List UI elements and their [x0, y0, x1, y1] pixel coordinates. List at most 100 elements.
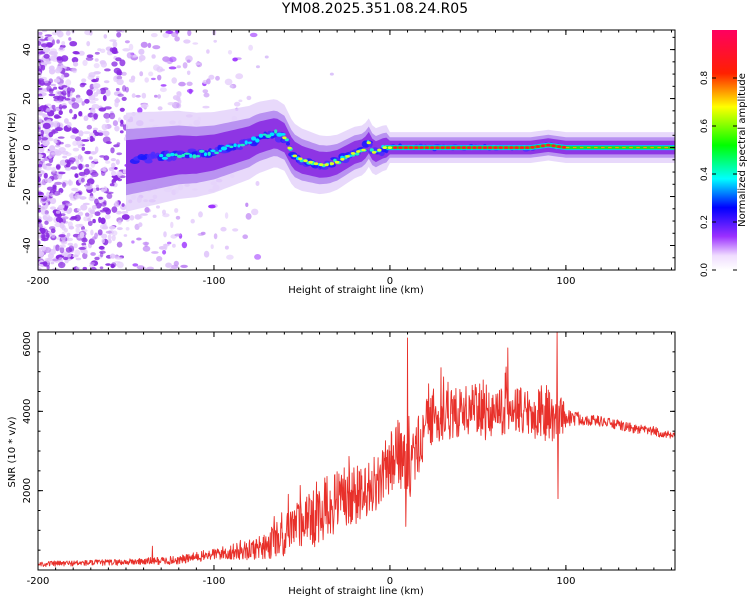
spectrogram-dot [53, 86, 58, 90]
spectrogram-dot [116, 241, 123, 248]
spectrogram-dot [116, 210, 122, 215]
spectrogram-dot [51, 104, 56, 110]
spectrogram-dot [105, 89, 111, 97]
spectrogram-dot [50, 83, 57, 87]
x-tick-label: 0 [387, 576, 393, 587]
spectrogram-dot [117, 220, 122, 225]
spectrogram-dot [66, 237, 73, 242]
spectrogram-dot [80, 204, 88, 211]
ridge-core [176, 154, 183, 158]
spectrogram-dot [74, 249, 81, 257]
spectrogram-dot [89, 262, 96, 265]
spectrogram-dot [121, 96, 127, 101]
spectrogram-dot [90, 151, 97, 155]
spectrogram-dot [73, 61, 79, 67]
spectrogram-dot [65, 79, 72, 86]
spectrogram-dot [122, 85, 127, 92]
spectrogram-dot [67, 91, 71, 98]
ridge-core [181, 153, 186, 158]
spectrogram-dot [46, 191, 50, 198]
spectrogram-dot [81, 139, 90, 142]
spectrogram-dot [157, 74, 162, 81]
ridge-peak [535, 145, 540, 149]
spectrogram-dot [45, 61, 52, 65]
ridge-peak [445, 146, 451, 150]
spectrogram-dot [111, 162, 116, 169]
spectrogram-dot [123, 234, 128, 237]
spectrogram-dot [89, 135, 94, 142]
spectrogram-dot [92, 129, 98, 134]
y-tick-label: -20 [22, 188, 33, 204]
spectrogram-dot [215, 75, 220, 81]
spectrogram-dot [126, 52, 134, 59]
spectrogram-dot [172, 243, 176, 248]
spectrogram-dot [55, 210, 61, 214]
spectrogram-dot [76, 140, 83, 147]
spectrogram-dot [182, 62, 188, 69]
spectrogram-dot [53, 190, 61, 196]
spectrogram-dot [103, 34, 108, 39]
ridge-core [218, 149, 222, 152]
spectrogram-dot [178, 99, 182, 104]
spectrogram-dot [38, 31, 43, 36]
spectrogram-dot [71, 57, 79, 63]
spectrogram-dot [151, 251, 159, 254]
ridge-core [265, 134, 272, 138]
spectrogram-dot [125, 227, 130, 231]
spectrogram-dot [136, 265, 145, 270]
spectrogram-dot [115, 88, 120, 92]
ridge-core [229, 145, 234, 149]
snr-line [38, 332, 675, 568]
spectrogram-dot [163, 231, 167, 238]
y-tick-label: 0 [22, 144, 33, 150]
spectrogram-dot [138, 57, 143, 63]
spectrogram-dot [69, 217, 76, 221]
figure-title: YM08.2025.351.08.24.R05 [281, 1, 468, 17]
spectrogram-dot [206, 49, 210, 54]
ridge-peak [408, 146, 414, 150]
ridge-core [159, 154, 164, 158]
spectrogram-dot [114, 125, 120, 132]
spectrogram-dot [58, 110, 63, 116]
ridge-peak [498, 146, 503, 150]
spectrogram-dot [86, 41, 91, 47]
spectrogram-dot [186, 88, 194, 93]
spectrogram-dot [38, 191, 43, 195]
ridge-peak [308, 160, 313, 164]
spectrogram-dot [167, 241, 172, 245]
spectrogram-dot [60, 55, 69, 62]
spectrogram-dot [111, 61, 118, 67]
spectrogram-dot [84, 30, 93, 36]
spectrogram-dot [254, 254, 262, 260]
spectrogram-dot [91, 205, 97, 210]
spectrogram-dot [109, 112, 116, 120]
spectrogram-dot [43, 172, 48, 179]
x-tick-label: 100 [556, 276, 575, 287]
spectrogram-dot [62, 181, 66, 188]
spectrogram-dot [245, 202, 249, 207]
spectrogram-dot [140, 41, 148, 48]
spectrogram-dot [86, 124, 93, 130]
spectrogram-dot [176, 65, 181, 69]
spectrogram-dot [85, 183, 91, 186]
spectrogram-dot [78, 130, 84, 137]
spectrogram-dot [65, 30, 71, 36]
spectrogram-dot [119, 123, 125, 127]
spectrogram-dot [40, 43, 48, 48]
spectrogram-dot [58, 234, 66, 238]
x-tick-label: 0 [387, 276, 393, 287]
snr-x-axis-label: Height of straight line (km) [288, 586, 424, 597]
ridge-core [199, 149, 205, 153]
ridge-peak [340, 157, 345, 161]
spectrogram-dot [171, 31, 179, 38]
ridge-peak [382, 146, 387, 150]
spectrogram-dot [116, 152, 123, 156]
spectrogram-dot [59, 246, 65, 254]
spectrogram-dot [38, 160, 43, 166]
spectrogram-dot [75, 97, 83, 103]
spectrogram-dot [44, 165, 52, 171]
spectrogram-dot [46, 119, 52, 123]
spectrogram-dot [220, 226, 227, 232]
ridge-blob [144, 158, 153, 164]
spectrogram-dot [162, 32, 170, 38]
